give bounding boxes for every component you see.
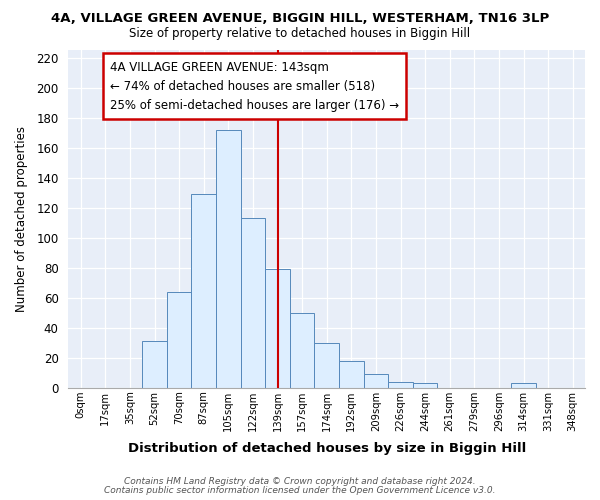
- Bar: [265, 269, 290, 388]
- Text: Contains public sector information licensed under the Open Government Licence v3: Contains public sector information licen…: [104, 486, 496, 495]
- Text: 4A VILLAGE GREEN AVENUE: 143sqm
← 74% of detached houses are smaller (518)
25% o: 4A VILLAGE GREEN AVENUE: 143sqm ← 74% of…: [110, 60, 400, 112]
- Text: 4A, VILLAGE GREEN AVENUE, BIGGIN HILL, WESTERHAM, TN16 3LP: 4A, VILLAGE GREEN AVENUE, BIGGIN HILL, W…: [51, 12, 549, 26]
- Bar: [191, 194, 216, 388]
- Bar: [167, 292, 191, 388]
- Bar: [364, 374, 388, 388]
- Bar: [142, 341, 167, 388]
- Bar: [413, 383, 437, 388]
- Text: Size of property relative to detached houses in Biggin Hill: Size of property relative to detached ho…: [130, 28, 470, 40]
- Bar: [241, 218, 265, 388]
- Bar: [290, 312, 314, 388]
- Text: Contains HM Land Registry data © Crown copyright and database right 2024.: Contains HM Land Registry data © Crown c…: [124, 477, 476, 486]
- Bar: [388, 382, 413, 388]
- Bar: [511, 383, 536, 388]
- Bar: [216, 130, 241, 388]
- X-axis label: Distribution of detached houses by size in Biggin Hill: Distribution of detached houses by size …: [128, 442, 526, 455]
- Y-axis label: Number of detached properties: Number of detached properties: [15, 126, 28, 312]
- Bar: [314, 342, 339, 388]
- Bar: [339, 360, 364, 388]
